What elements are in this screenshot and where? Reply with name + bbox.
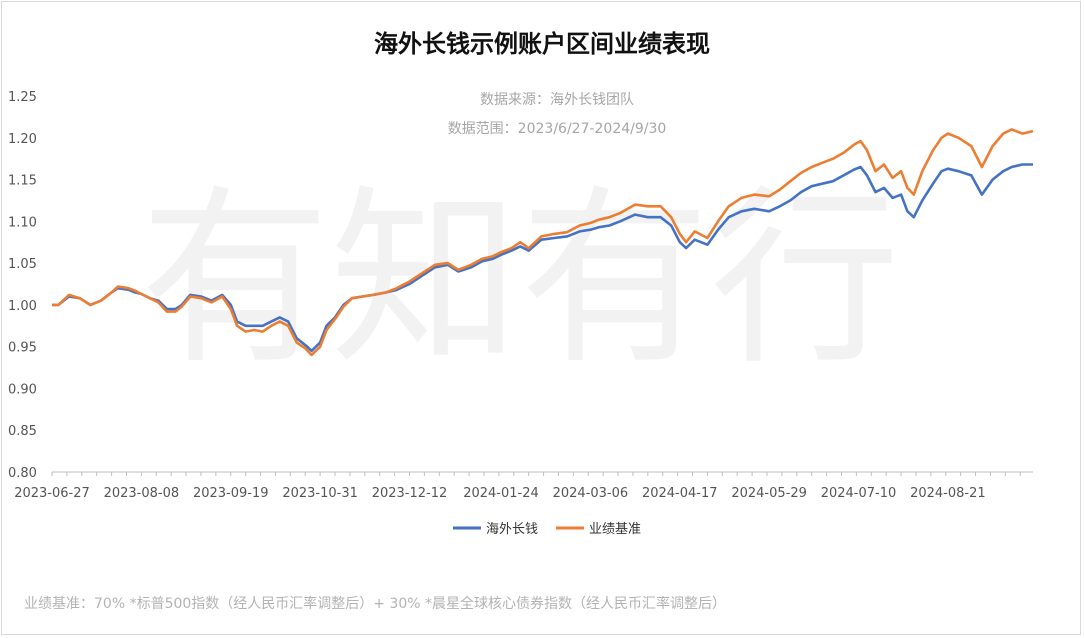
series-layer xyxy=(52,128,1034,357)
x-tick-label: 2023-06-27 xyxy=(14,486,90,501)
chart-title: 海外长钱示例账户区间业绩表现 xyxy=(374,30,710,58)
x-tick-label: 2024-01-24 xyxy=(463,486,539,501)
x-axis: 2023-06-27 2023-08-08 2023-09-19 2023-10-31… xyxy=(14,471,1033,501)
y-tick-label: 1.10 xyxy=(8,215,37,230)
watermark-text: 有知有行 xyxy=(140,169,900,390)
y-tick-label: 0.95 xyxy=(8,341,37,356)
series-line-1 xyxy=(52,128,1034,357)
x-tick-label: 2024-08-21 xyxy=(910,486,986,501)
x-tick-label: 2023-10-31 xyxy=(282,486,358,501)
y-tick-label: 1.00 xyxy=(8,299,37,314)
y-tick-label: 1.05 xyxy=(8,257,37,272)
legend-label-overseas: 海外长钱 xyxy=(486,522,538,537)
benchmark-footnote: 业绩基准：70% *标普500指数（经人民币汇率调整后）+ 30% *晨星全球核… xyxy=(24,595,726,612)
x-tick-label: 2023-12-12 xyxy=(372,486,448,501)
y-axis: 1.25 1.20 1.15 1.10 1.05 1.00 0.95 0.90 0.85 0.80 xyxy=(8,90,37,481)
x-tick-label: 2024-04-17 xyxy=(642,486,718,501)
y-tick-label: 0.80 xyxy=(8,466,37,481)
x-tick-label: 2024-05-29 xyxy=(731,486,807,501)
y-tick-label: 0.85 xyxy=(8,424,37,439)
x-tick-label: 2024-03-06 xyxy=(553,486,629,501)
series-line-0 xyxy=(52,163,1033,353)
y-tick-label: 1.20 xyxy=(8,132,37,147)
legend: 海外长钱 业绩基准 xyxy=(453,522,641,537)
data-source-text: 数据来源：海外长钱团队 xyxy=(480,92,634,108)
x-tick-label: 2024-07-10 xyxy=(821,486,897,501)
y-tick-label: 0.90 xyxy=(8,382,37,397)
x-tick-label: 2023-08-08 xyxy=(104,486,180,501)
data-range-text: 数据范围：2023/6/27-2024/9/30 xyxy=(448,120,667,137)
y-tick-label: 1.25 xyxy=(8,90,37,105)
x-tick-label: 2023-09-19 xyxy=(193,486,269,501)
y-tick-label: 1.15 xyxy=(8,174,37,189)
legend-label-benchmark: 业绩基准 xyxy=(589,522,641,537)
